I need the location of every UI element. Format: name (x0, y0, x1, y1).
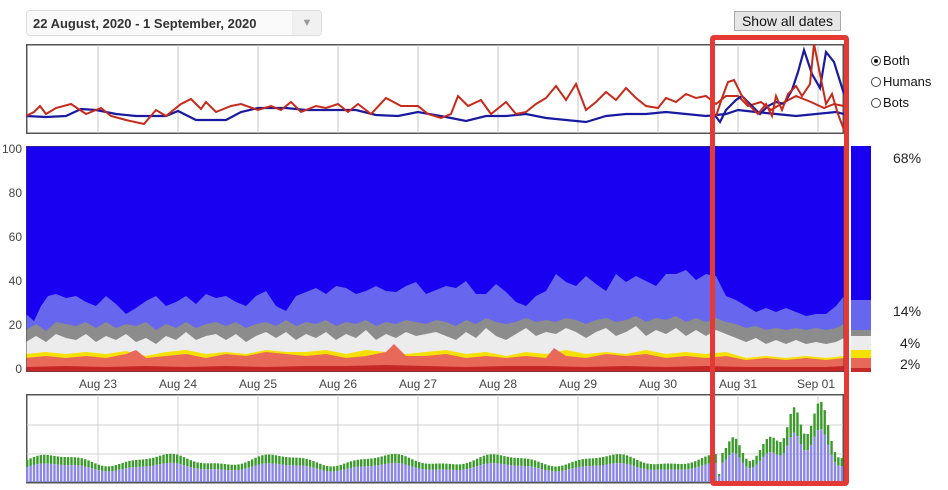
share-dark-red (851, 368, 871, 372)
x-tick-aug28: Aug 28 (479, 377, 517, 391)
stacked-area-chart[interactable] (26, 146, 844, 372)
radio-bots-label: Bots (883, 95, 910, 110)
radio-both[interactable]: Both (871, 50, 931, 71)
current-share-bar (851, 146, 871, 372)
x-tick-aug26: Aug 26 (319, 377, 357, 391)
date-range-select[interactable]: 22 August, 2020 - 1 September, 2020 ▼ (26, 10, 322, 36)
chart-frame (26, 44, 844, 134)
x-axis: Aug 23 Aug 24 Aug 25 Aug 26 Aug 27 Aug 2… (79, 377, 835, 391)
x-tick-aug31: Aug 31 (719, 377, 757, 391)
area-dark-red (26, 365, 844, 372)
x-tick-aug30: Aug 30 (639, 377, 677, 391)
percent-4: 4% (900, 335, 921, 351)
percent-2: 2% (900, 356, 921, 372)
y-axis: 100 80 60 40 20 0 (2, 142, 23, 376)
radio-bots[interactable]: Bots (871, 92, 931, 113)
y-tick-20: 20 (9, 318, 23, 332)
x-tick-aug27: Aug 27 (399, 377, 437, 391)
percent-14: 14% (893, 303, 922, 319)
x-tick-aug24: Aug 24 (159, 377, 197, 391)
y-tick-0: 0 (15, 362, 22, 376)
radio-checked-icon[interactable] (871, 55, 881, 66)
radio-unchecked-icon[interactable] (871, 97, 881, 108)
show-all-dates-button[interactable]: Show all dates (734, 11, 841, 31)
chevron-down-icon[interactable]: ▼ (292, 11, 321, 35)
radio-humans[interactable]: Humans (871, 71, 931, 92)
radio-humans-label: Humans (883, 74, 932, 89)
bots-line (26, 81, 844, 126)
bots-line-spike (715, 44, 844, 131)
x-tick-aug25: Aug 25 (239, 377, 277, 391)
share-gray (851, 330, 871, 336)
radio-unchecked-icon[interactable] (871, 76, 881, 87)
share-yellow (851, 350, 871, 358)
y-tick-100: 100 (2, 142, 22, 156)
volume-bar-chart[interactable] (26, 394, 844, 484)
y-tick-40: 40 (9, 274, 23, 288)
share-dark-blue (851, 146, 871, 300)
overview-line-chart[interactable] (26, 44, 844, 134)
traffic-filter-radio-group: Both Humans Bots (871, 50, 931, 113)
area-salmon (26, 344, 844, 372)
bar-series (26, 401, 843, 482)
share-off-white (851, 336, 871, 350)
radio-both-label: Both (883, 53, 910, 68)
share-salmon (851, 358, 871, 368)
percent-68: 68% (893, 150, 922, 166)
x-tick-sep01: Sep 01 (797, 377, 835, 391)
y-tick-60: 60 (9, 230, 23, 244)
date-range-label: 22 August, 2020 - 1 September, 2020 (33, 16, 257, 31)
x-tick-aug23: Aug 23 (79, 377, 117, 391)
y-tick-80: 80 (9, 186, 23, 200)
share-light-blue (851, 300, 871, 330)
x-tick-aug29: Aug 29 (559, 377, 597, 391)
